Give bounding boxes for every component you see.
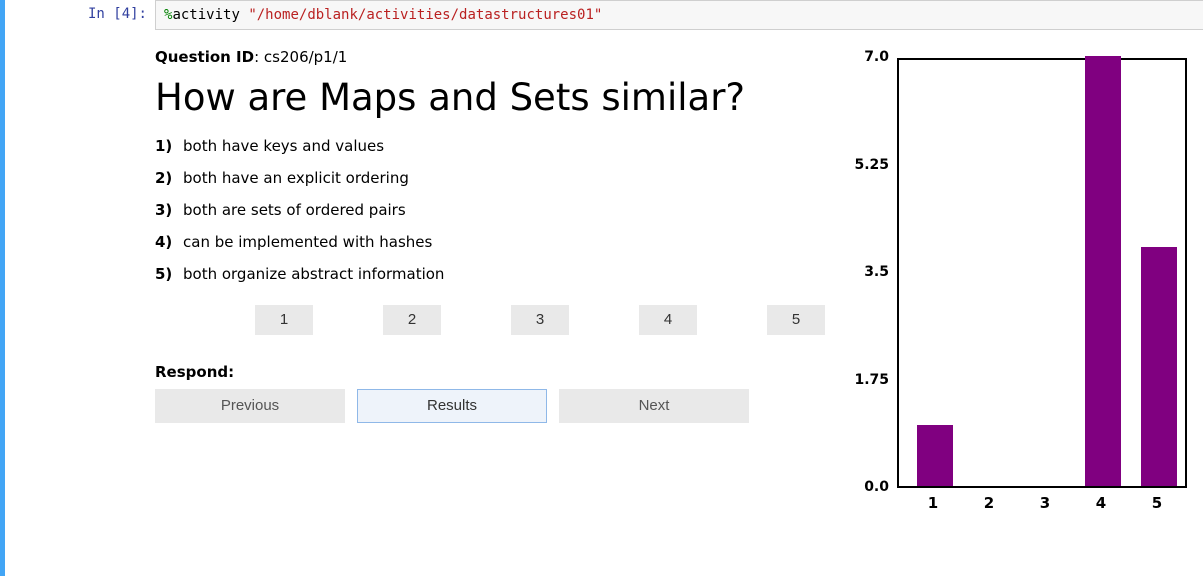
- notebook-cell: In [4]: %activity "/home/dblank/activiti…: [0, 0, 1203, 576]
- chart-bar: [1085, 56, 1121, 486]
- choice-num: 4): [155, 233, 183, 251]
- chart-xtick-label: 2: [979, 494, 999, 512]
- choice-num: 3): [155, 201, 183, 219]
- choice-row: 4) can be implemented with hashes: [155, 233, 825, 251]
- choices-list: 1) both have keys and values 2) both hav…: [155, 137, 825, 283]
- question-id-line: Question ID: cs206/p1/1: [155, 48, 825, 66]
- chart-xtick-label: 1: [923, 494, 943, 512]
- previous-button[interactable]: Previous: [155, 389, 345, 423]
- choice-num: 2): [155, 169, 183, 187]
- answer-button-1[interactable]: 1: [255, 305, 313, 335]
- prompt-label: In [4]:: [88, 6, 147, 22]
- choice-text: both have keys and values: [183, 137, 825, 155]
- question-title: How are Maps and Sets similar?: [155, 78, 825, 119]
- chart-xtick-label: 3: [1035, 494, 1055, 512]
- choice-row: 2) both have an explicit ordering: [155, 169, 825, 187]
- chart-ytick-label: 3.5: [845, 264, 889, 280]
- question-panel: Question ID: cs206/p1/1 How are Maps and…: [155, 48, 845, 528]
- chart-ytick-label: 7.0: [845, 49, 889, 65]
- chart-panel: 7.0 5.25 3.5 1.75 0.0 1 2 3 4 5: [845, 48, 1203, 528]
- choice-row: 1) both have keys and values: [155, 137, 825, 155]
- choice-text: both are sets of ordered pairs: [183, 201, 825, 219]
- chart-xtick-label: 4: [1091, 494, 1111, 512]
- code-string: "/home/dblank/activities/datastructures0…: [248, 7, 602, 23]
- chart-bar: [917, 425, 953, 486]
- choice-num: 5): [155, 265, 183, 283]
- cell-output: Question ID: cs206/p1/1 How are Maps and…: [155, 30, 1203, 528]
- answer-button-2[interactable]: 2: [383, 305, 441, 335]
- chart-ytick-label: 5.25: [845, 157, 889, 173]
- choice-text: can be implemented with hashes: [183, 233, 825, 251]
- cell-prompt: In [4]:: [5, 0, 155, 576]
- results-button[interactable]: Results: [357, 389, 547, 423]
- cell-main: %activity "/home/dblank/activities/datas…: [155, 0, 1203, 576]
- choice-row: 3) both are sets of ordered pairs: [155, 201, 825, 219]
- question-id-value: : cs206/p1/1: [254, 48, 347, 66]
- choice-text: both organize abstract information: [183, 265, 825, 283]
- chart-ytick-label: 1.75: [845, 372, 889, 388]
- chart-ytick-label: 0.0: [845, 479, 889, 495]
- respond-label: Respond:: [155, 363, 825, 381]
- choice-num: 1): [155, 137, 183, 155]
- code-input[interactable]: %activity "/home/dblank/activities/datas…: [155, 0, 1203, 30]
- answer-button-5[interactable]: 5: [767, 305, 825, 335]
- choice-row: 5) both organize abstract information: [155, 265, 825, 283]
- answer-button-4[interactable]: 4: [639, 305, 697, 335]
- next-button[interactable]: Next: [559, 389, 749, 423]
- chart-plot-area: [897, 58, 1187, 488]
- choice-text: both have an explicit ordering: [183, 169, 825, 187]
- code-command: activity: [172, 7, 239, 23]
- answer-buttons: 1 2 3 4 5: [155, 305, 825, 335]
- chart-bar: [1141, 247, 1177, 487]
- nav-buttons: Previous Results Next: [155, 389, 825, 423]
- question-id-label: Question ID: [155, 48, 254, 66]
- answer-button-3[interactable]: 3: [511, 305, 569, 335]
- bar-chart: 7.0 5.25 3.5 1.75 0.0 1 2 3 4 5: [845, 48, 1195, 528]
- chart-xtick-label: 5: [1147, 494, 1167, 512]
